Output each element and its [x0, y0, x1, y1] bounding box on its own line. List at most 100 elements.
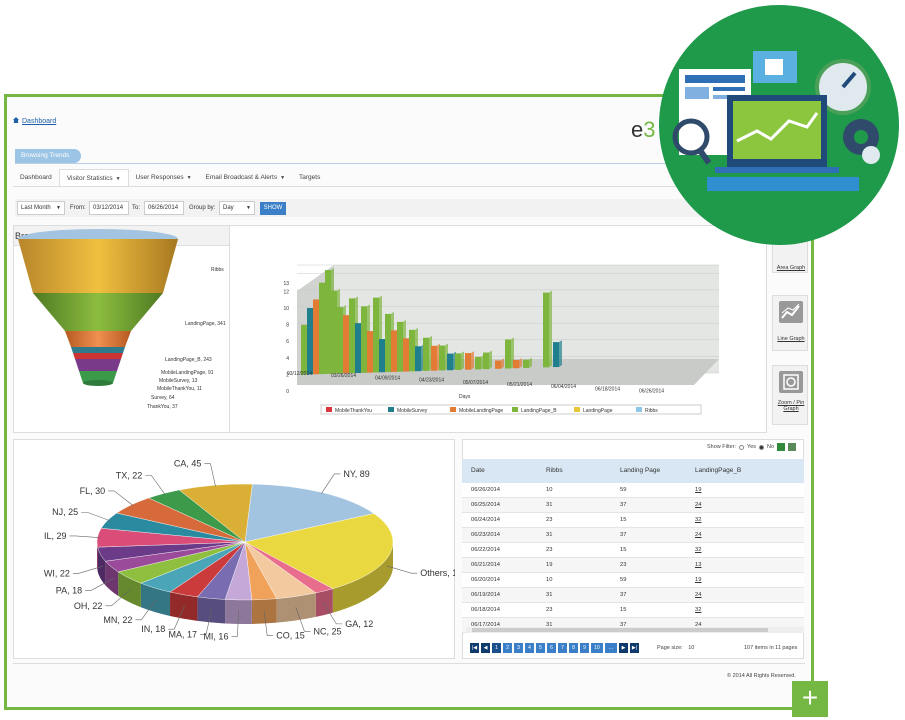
- page-3-button[interactable]: 3: [514, 643, 523, 653]
- pie-leader-line: [105, 588, 132, 607]
- chart-column: [313, 299, 319, 375]
- pie-slice-side: [170, 592, 198, 621]
- show-button[interactable]: SHOW: [260, 202, 286, 215]
- pie-leader-line: [168, 605, 185, 630]
- horizontal-scrollbar[interactable]: [466, 627, 804, 633]
- table-cell: 15: [620, 547, 627, 553]
- filter-label: Show Filter:: [707, 444, 737, 450]
- table-row[interactable]: 06/24/2014 23 15 32: [462, 513, 804, 528]
- pie-slice-others[interactable]: [244, 513, 394, 589]
- page-4-button[interactable]: 4: [525, 643, 534, 653]
- table-cell: 06/24/2014: [471, 517, 501, 523]
- funnel-label: LandingPage, 341: [185, 321, 226, 327]
- pie-slice-ca[interactable]: [178, 483, 253, 543]
- scrollbar-thumb[interactable]: [472, 628, 768, 632]
- first-page-button[interactable]: |◀: [470, 643, 479, 653]
- breadcrumb-dashboard-link[interactable]: Dashboard: [13, 117, 56, 125]
- table-cell[interactable]: 24: [695, 592, 702, 598]
- table-cell[interactable]: 13: [695, 562, 702, 568]
- chart-column-side: [471, 351, 474, 370]
- page-10-button[interactable]: 10: [591, 643, 603, 653]
- table-cell[interactable]: 24: [695, 622, 702, 628]
- filter-bar: [15, 199, 805, 217]
- pie-slice-side: [97, 547, 106, 586]
- table-cell[interactable]: 32: [695, 607, 702, 613]
- y-tick-label: 12: [283, 289, 289, 295]
- tab-label: Visitor Statistics: [66, 175, 113, 182]
- add-button[interactable]: +: [792, 681, 828, 717]
- page-1-button[interactable]: 1: [492, 643, 501, 653]
- table-row[interactable]: 06/23/2014 31 37 24: [462, 528, 804, 543]
- magnifier-icon: [672, 118, 710, 156]
- table-cell[interactable]: 19: [695, 577, 702, 583]
- table-row[interactable]: 06/25/2014 31 37 24: [462, 498, 804, 513]
- pie-slice-ny[interactable]: [244, 483, 375, 543]
- table-cell: 23: [546, 547, 553, 553]
- legend-swatch: [512, 407, 518, 412]
- period-select[interactable]: Last Month ▼: [17, 201, 65, 215]
- zoom-pin-graph-button[interactable]: Zoom / Pin Graph: [772, 365, 808, 425]
- col-header-date[interactable]: Date: [471, 467, 485, 474]
- y-tick-label: 13: [283, 281, 289, 287]
- page-7-button[interactable]: 7: [558, 643, 567, 653]
- from-date-input[interactable]: 03/12/2014: [89, 201, 129, 215]
- chart-column: [331, 290, 337, 374]
- tab-email-broadcast[interactable]: Email Broadcast & Alerts ▼: [199, 169, 292, 187]
- next-page-button[interactable]: ▶: [619, 643, 628, 653]
- col-header-landingpage-b[interactable]: LandingPage_B: [695, 467, 742, 474]
- tab-dashboard[interactable]: Dashboard: [13, 169, 59, 187]
- chart-column: [409, 329, 415, 372]
- y-tick-label: 4: [286, 356, 289, 362]
- table-row[interactable]: 06/19/2014 31 37 24: [462, 588, 804, 603]
- x-tick-label: 06/04/2014: [551, 384, 576, 390]
- tab-user-responses[interactable]: User Responses ▼: [129, 169, 199, 187]
- table-cell[interactable]: 32: [695, 517, 702, 523]
- chart-column: [355, 323, 361, 373]
- page-size-value[interactable]: 10: [688, 645, 695, 651]
- table-cell[interactable]: 19: [695, 487, 702, 493]
- items-info: 107 items in 11 pages: [744, 645, 798, 651]
- pie-label: NC, 25: [313, 626, 341, 636]
- table-row[interactable]: 06/21/2014 19 23 13: [462, 558, 804, 573]
- table-row[interactable]: 06/26/2014 10 59 19: [462, 483, 804, 498]
- chart-column: [349, 298, 355, 374]
- page-size: Page size: 10: [657, 645, 694, 651]
- tab-visitor-statistics[interactable]: Visitor Statistics ▼: [58, 169, 129, 187]
- table-cell[interactable]: 24: [695, 502, 702, 508]
- group-by-select[interactable]: Day ▼: [219, 201, 255, 215]
- page-more-button[interactable]: ...: [605, 643, 617, 653]
- page-6-button[interactable]: 6: [547, 643, 556, 653]
- funnel-segment-survey: [75, 359, 121, 371]
- table-row[interactable]: 06/20/2014 10 59 19: [462, 573, 804, 588]
- filter-no-radio[interactable]: [759, 444, 765, 450]
- line-graph-button[interactable]: Line Graph: [772, 295, 808, 351]
- table-row[interactable]: 06/18/2014 23 15 32: [462, 603, 804, 618]
- chart-column: [439, 345, 445, 371]
- y-tick-label: 2: [286, 372, 289, 378]
- to-date-input[interactable]: 06/26/2014: [144, 201, 184, 215]
- page-8-button[interactable]: 8: [569, 643, 578, 653]
- page-2-button[interactable]: 2: [503, 643, 512, 653]
- last-page-button[interactable]: ▶|: [630, 643, 639, 653]
- period-value: Last Month: [21, 205, 51, 211]
- x-tick-label: 05/07/2014: [463, 380, 488, 386]
- col-header-ribbs[interactable]: Ribbs: [546, 467, 563, 474]
- table-cell: 06/18/2014: [471, 607, 501, 613]
- table-row[interactable]: 06/22/2014 23 15 32: [462, 543, 804, 558]
- csv-export-icon[interactable]: [788, 443, 797, 451]
- table-cell[interactable]: 32: [695, 547, 702, 553]
- legend-items: MobileThankYou MobileSurvey MobileLandingP…: [326, 407, 658, 414]
- filter-yes-radio[interactable]: [739, 444, 745, 450]
- table-cell[interactable]: 24: [695, 532, 702, 538]
- y-tick-labels: 0 2 4 6 8 10 12 13: [283, 281, 289, 395]
- funnel-segment-landingpage: [18, 239, 178, 293]
- page-5-button[interactable]: 5: [536, 643, 545, 653]
- funnel-label: Survey, 64: [151, 395, 175, 401]
- prev-page-button[interactable]: ◀: [481, 643, 490, 653]
- chart-column: [513, 359, 519, 369]
- excel-export-icon[interactable]: [777, 443, 786, 451]
- col-header-landing-page[interactable]: Landing Page: [620, 467, 661, 474]
- page-9-button[interactable]: 9: [580, 643, 589, 653]
- tab-targets[interactable]: Targets: [292, 169, 327, 187]
